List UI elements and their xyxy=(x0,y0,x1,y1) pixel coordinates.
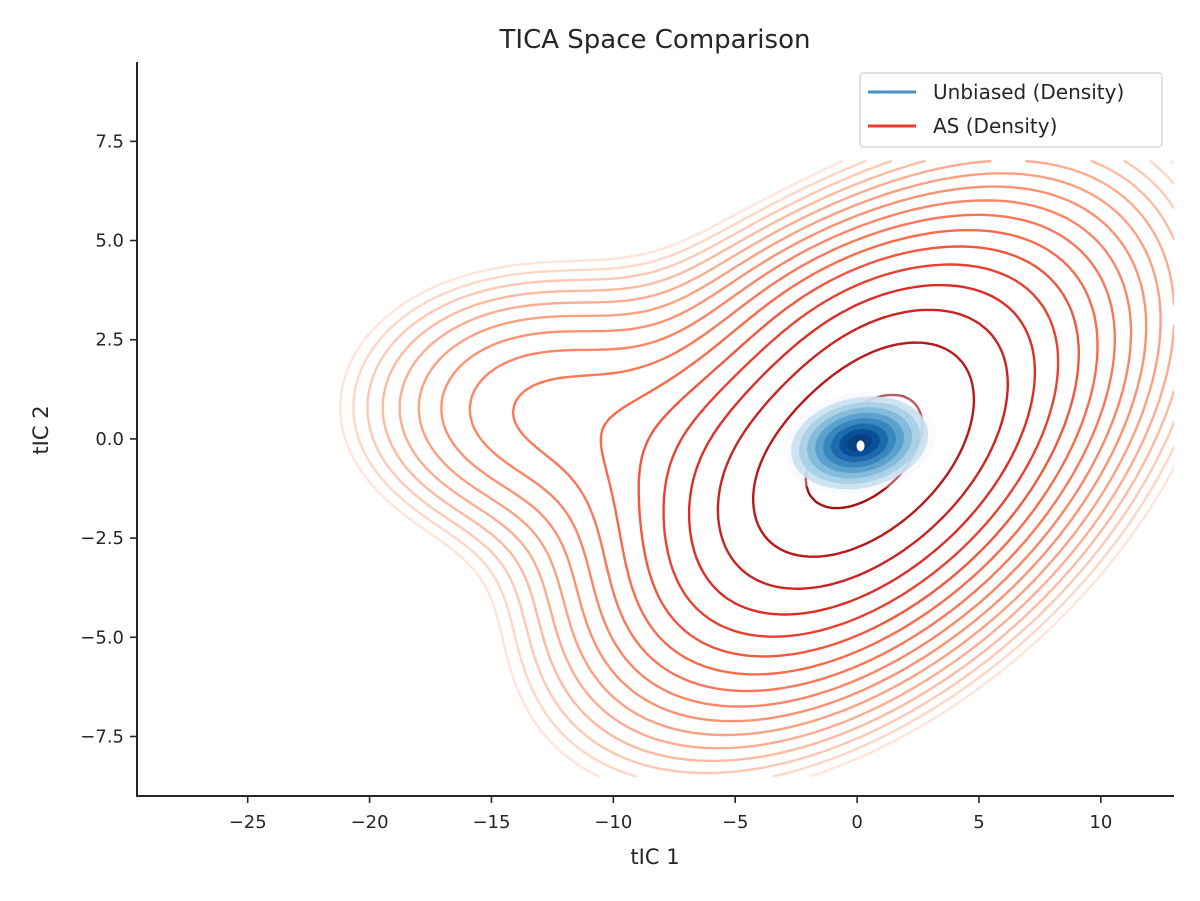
as-density-contour xyxy=(752,341,976,558)
x-tick-label: 10 xyxy=(1089,812,1112,833)
x-tick-label: −5 xyxy=(722,812,749,833)
y-tick-label: 7.5 xyxy=(95,131,124,152)
as-density-contour xyxy=(381,160,1174,763)
x-tick-label: −25 xyxy=(229,812,267,833)
y-tick-label: 0.0 xyxy=(95,429,124,450)
as-density-contour xyxy=(716,308,1009,590)
as-density-contour xyxy=(687,283,1037,616)
as-density-contour xyxy=(637,245,1080,658)
y-tick-label: −7.5 xyxy=(80,726,124,747)
x-tick-label: 5 xyxy=(973,812,984,833)
y-tick-label: 2.5 xyxy=(95,330,124,351)
y-axis-ticks: −7.5 −5.0 −2.5 0.0 2.5 5.0 7.5 xyxy=(80,131,137,747)
as-density-contour xyxy=(468,199,1133,708)
as-density-contour xyxy=(599,228,1099,676)
y-tick-label: −5.0 xyxy=(80,627,124,648)
x-tick-label: 0 xyxy=(851,812,862,833)
y-tick-label: −2.5 xyxy=(80,528,124,549)
unbiased-density-peak xyxy=(856,440,865,452)
x-axis-ticks: −25 −20 −15 −10 −5 0 5 10 xyxy=(229,796,1112,833)
legend-label-as: AS (Density) xyxy=(933,114,1057,138)
legend-frame xyxy=(859,72,1163,148)
chart-title: TICA Space Comparison xyxy=(499,25,811,55)
y-tick-label: 5.0 xyxy=(95,231,124,252)
as-density-contour xyxy=(417,172,1162,737)
x-tick-label: −10 xyxy=(594,812,632,833)
y-axis-label: tIC 2 xyxy=(29,405,53,454)
as-density-contour xyxy=(398,160,1174,750)
as-density-contour xyxy=(440,185,1148,723)
x-tick-label: −15 xyxy=(472,812,510,833)
legend: Unbiased (Density) AS (Density) xyxy=(859,72,1163,148)
plot-area xyxy=(339,160,1174,778)
as-density-contour xyxy=(662,263,1060,638)
legend-label-unbiased: Unbiased (Density) xyxy=(933,80,1124,104)
x-axis-label: tIC 1 xyxy=(630,845,679,869)
as-density-contour xyxy=(352,160,1174,778)
as-density-contour xyxy=(511,213,1116,693)
as-density-contour xyxy=(366,160,1174,775)
as-density-contour xyxy=(339,160,1174,778)
x-tick-label: −20 xyxy=(351,812,389,833)
